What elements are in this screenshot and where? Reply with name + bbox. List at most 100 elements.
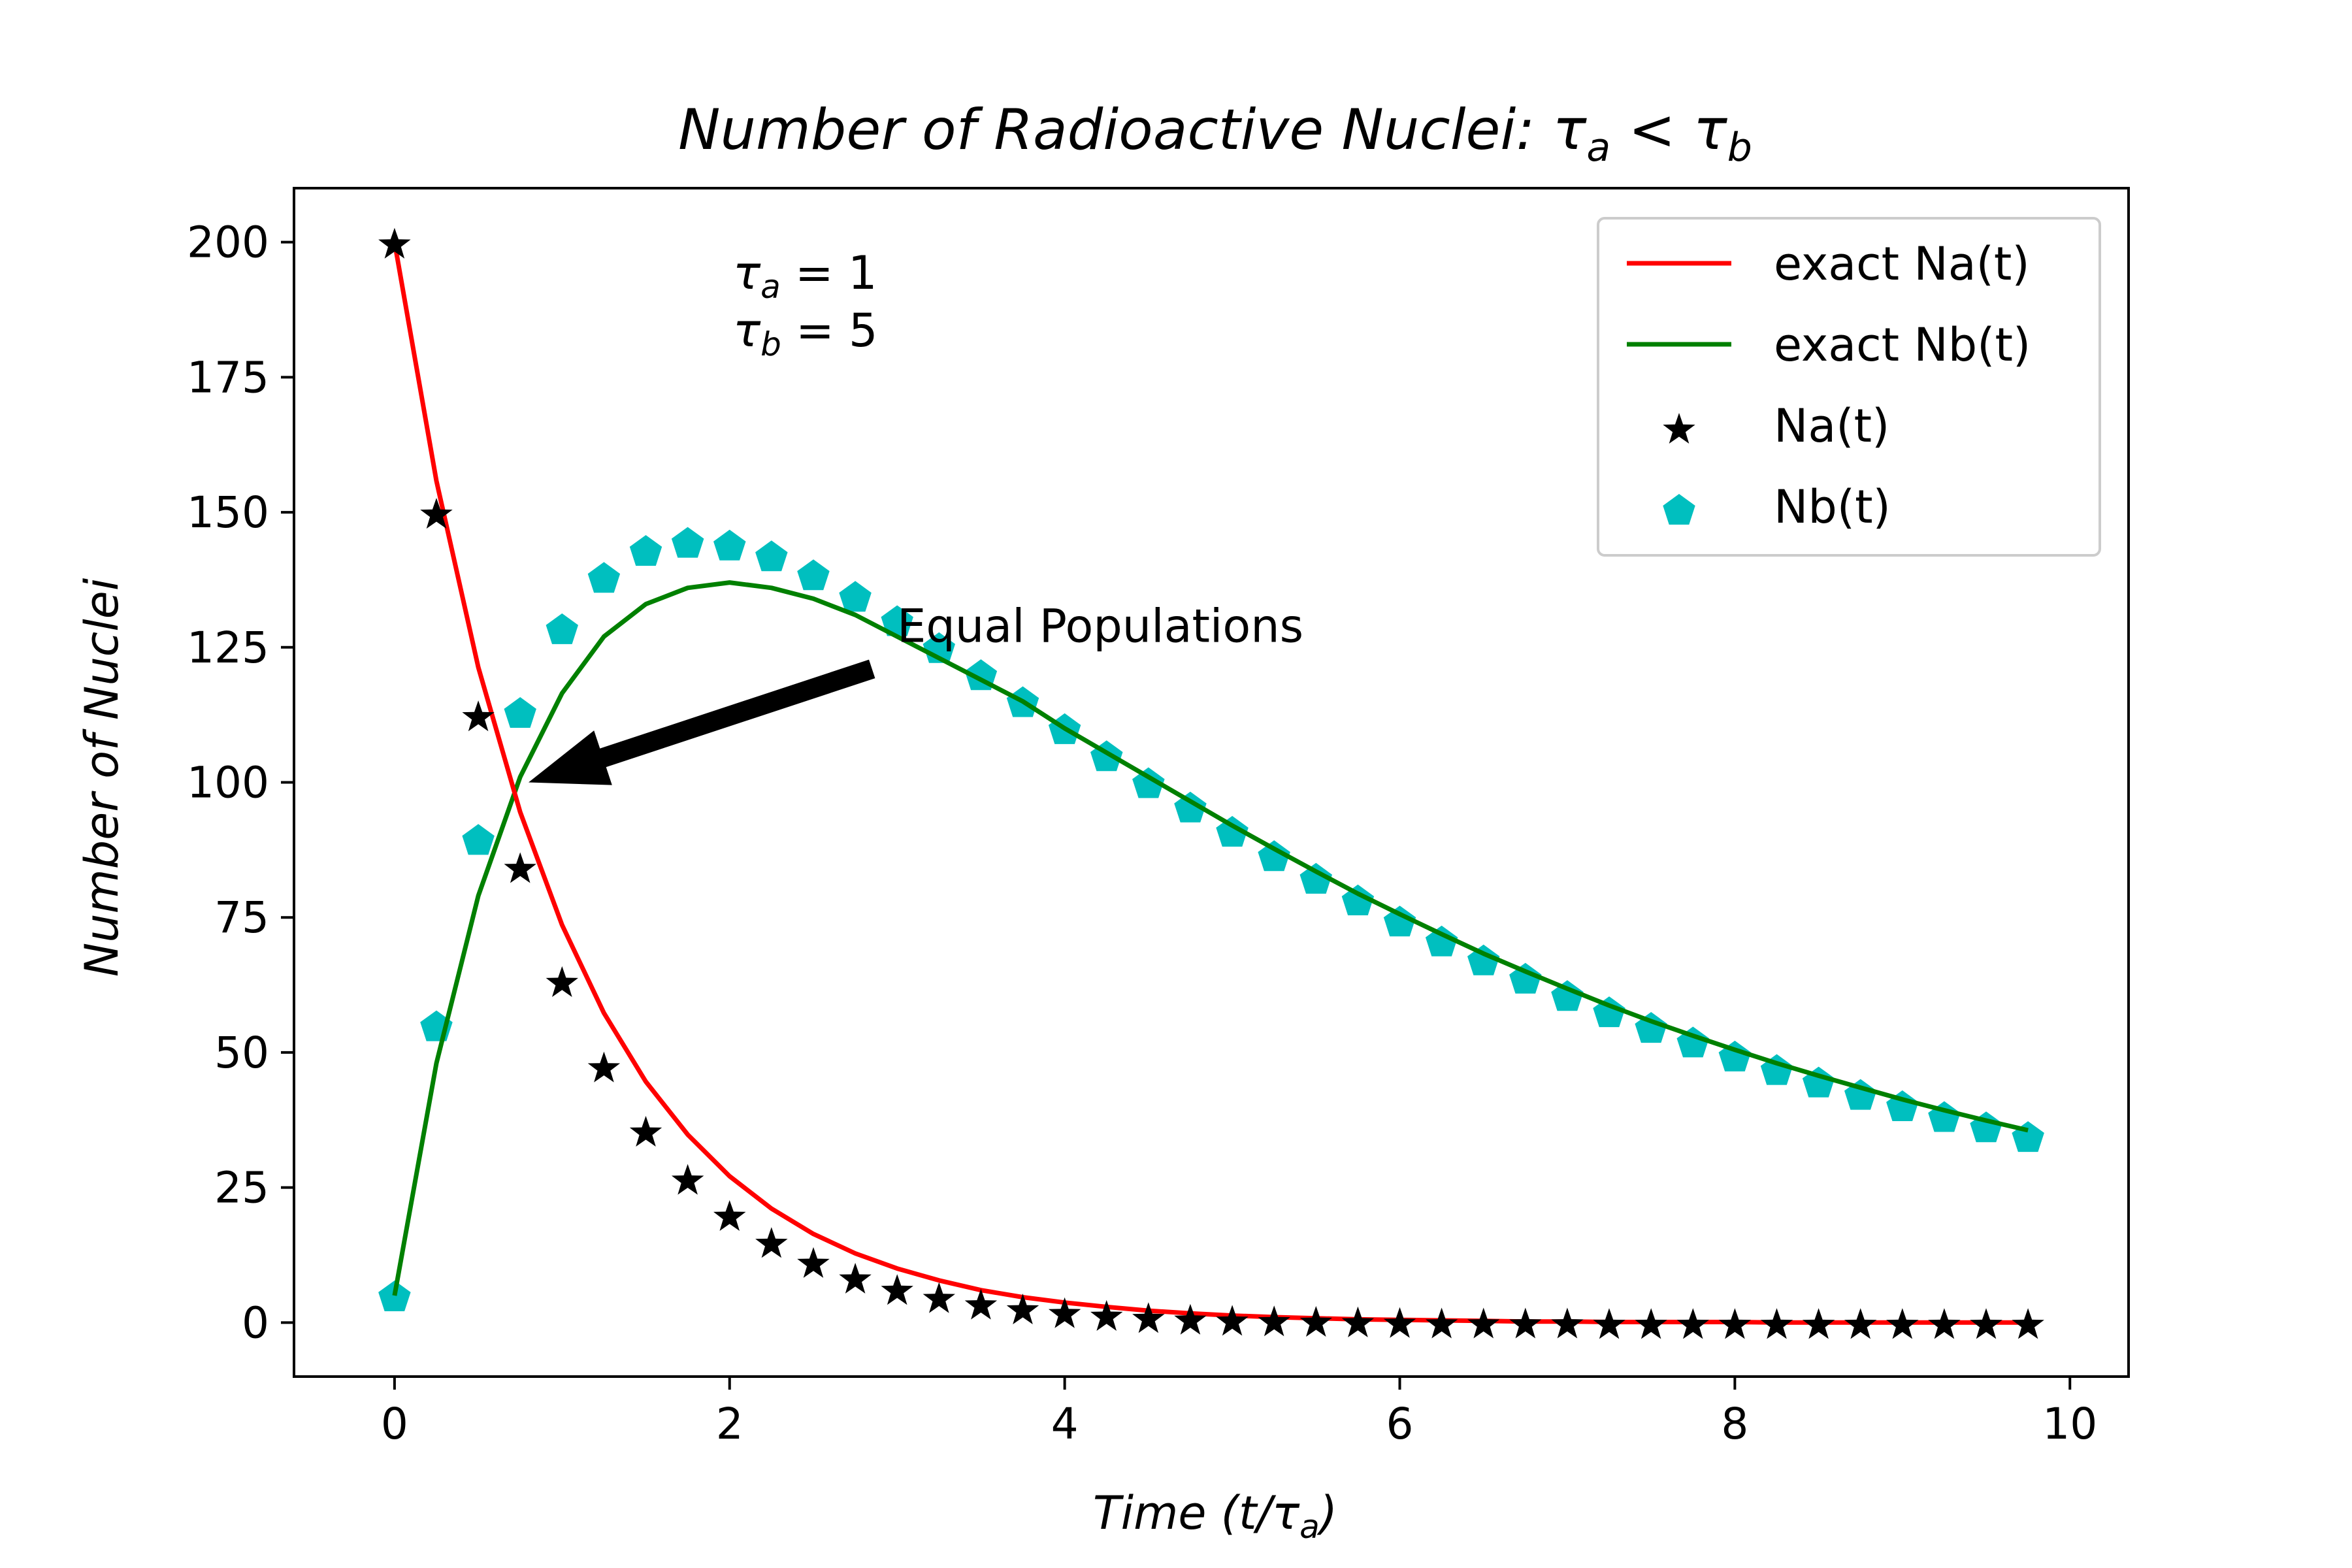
annotation-arrow [529,659,875,785]
point-na-t-23 [1341,1306,1375,1337]
point-na-t-30 [1635,1308,1667,1339]
y-tick-label-5: 125 [187,623,269,673]
x-tick-label-5: 10 [2042,1399,2097,1449]
point-nb-t-2 [462,824,495,855]
chart-title: Number of Radioactive Nuclei: τa < τb [678,97,1752,171]
point-na-t-10 [797,1247,830,1278]
axes-frame [293,187,2130,1378]
point-na-t-26 [1467,1307,1500,1339]
point-nb-t-12 [881,605,913,636]
point-na-t-20 [1216,1305,1249,1336]
x-tick-label-4: 8 [1721,1399,1748,1449]
point-na-t-27 [1509,1307,1542,1339]
y-tick-label-3: 75 [214,892,269,943]
y-tick-label-4: 100 [187,758,269,808]
y-tick-label-6: 150 [187,487,269,538]
point-nb-t-5 [587,562,621,593]
point-nb-t-27 [1509,962,1542,994]
point-na-t-4 [546,966,578,997]
point-na-t-3 [504,852,536,883]
tick-marks [281,240,2072,1390]
point-nb-t-25 [1425,925,1458,956]
point-na-t-38 [1970,1308,2002,1339]
point-na-t-7 [671,1164,704,1195]
legend-label-na: Na(t) [1774,399,1889,453]
point-na-t-15 [1006,1294,1039,1324]
point-na-t-29 [1593,1308,1625,1339]
point-na-t-9 [755,1227,788,1258]
point-nb-t-0 [378,1281,411,1311]
legend-label-exact-na: exact Na(t) [1774,237,2030,291]
point-nb-t-20 [1216,815,1249,847]
x-tick-label-0: 0 [381,1399,408,1449]
annotation-text: Equal Populations [897,600,1303,653]
y-tick-label-2: 50 [214,1028,269,1078]
point-nb-t-9 [755,540,788,572]
legend-pentagon-marker [1663,494,1695,525]
point-na-t-16 [1048,1297,1081,1328]
point-na-t-33 [1760,1308,1793,1339]
point-na-t-31 [1676,1308,1709,1339]
y-tick-label-7: 175 [187,352,269,402]
legend-label-nb: Nb(t) [1774,480,1891,534]
point-nb-t-23 [1341,884,1375,915]
annotation-layer: Equal Populations [529,600,1303,785]
point-na-t-11 [839,1262,872,1294]
point-nb-t-19 [1174,791,1207,823]
point-nb-t-22 [1299,862,1332,894]
point-nb-t-24 [1383,906,1416,937]
point-na-t-36 [1886,1308,1919,1339]
point-na-t-22 [1299,1306,1332,1337]
point-na-t-12 [881,1274,913,1305]
x-tick-label-3: 6 [1386,1399,1413,1449]
legend-star-marker [1663,413,1695,444]
point-na-t-17 [1090,1299,1123,1331]
point-na-t-14 [964,1288,998,1320]
point-na-t-0 [378,227,411,259]
point-na-t-35 [1844,1308,1877,1339]
legend-swatch-nb [1663,494,1695,525]
point-nb-t-3 [504,697,536,728]
point-nb-t-4 [546,613,578,644]
legend-swatch-na [1663,413,1695,444]
y-tick-label-8: 200 [187,218,269,268]
series-line-exact-na-t [392,242,2029,1325]
point-na-t-39 [2012,1308,2044,1339]
tau-a-parameter: τa = 1 [733,246,877,306]
point-na-t-37 [1928,1308,1961,1339]
point-na-t-1 [420,498,453,529]
point-nb-t-28 [1551,980,1584,1011]
y-tick-label-1: 25 [214,1163,269,1213]
series-line-exact-nb-t [392,580,2029,1296]
point-nb-t-6 [629,535,662,566]
point-na-t-13 [923,1282,955,1313]
point-na-t-28 [1551,1307,1584,1339]
point-na-t-5 [587,1051,621,1083]
point-na-t-21 [1258,1305,1290,1337]
point-nb-t-7 [671,527,704,558]
x-tick-label-2: 4 [1051,1399,1079,1449]
point-nb-t-18 [1132,767,1165,798]
point-na-t-6 [629,1116,662,1147]
point-na-t-25 [1425,1307,1458,1339]
point-na-t-18 [1132,1302,1165,1333]
point-na-t-8 [713,1200,746,1231]
point-na-t-32 [1718,1308,1752,1339]
legend: exact Na(t) exact Nb(t) Na(t) Nb(t) [1597,217,2101,557]
point-nb-t-11 [839,581,872,612]
point-na-t-2 [462,700,495,732]
point-na-t-34 [1802,1308,1835,1339]
y-axis-label: Number of Nuclei [75,578,129,977]
point-na-t-19 [1174,1303,1207,1335]
legend-label-exact-nb: exact Nb(t) [1774,318,2031,372]
y-tick-label-0: 0 [242,1298,269,1348]
x-tick-label-1: 2 [716,1399,743,1449]
point-na-t-24 [1383,1307,1416,1338]
point-nb-t-21 [1258,840,1290,872]
legend-box [1597,217,2101,557]
plot-area [378,227,2044,1339]
point-nb-t-8 [713,529,746,561]
x-axis-label: Time (t/τa) [1093,1486,1337,1546]
